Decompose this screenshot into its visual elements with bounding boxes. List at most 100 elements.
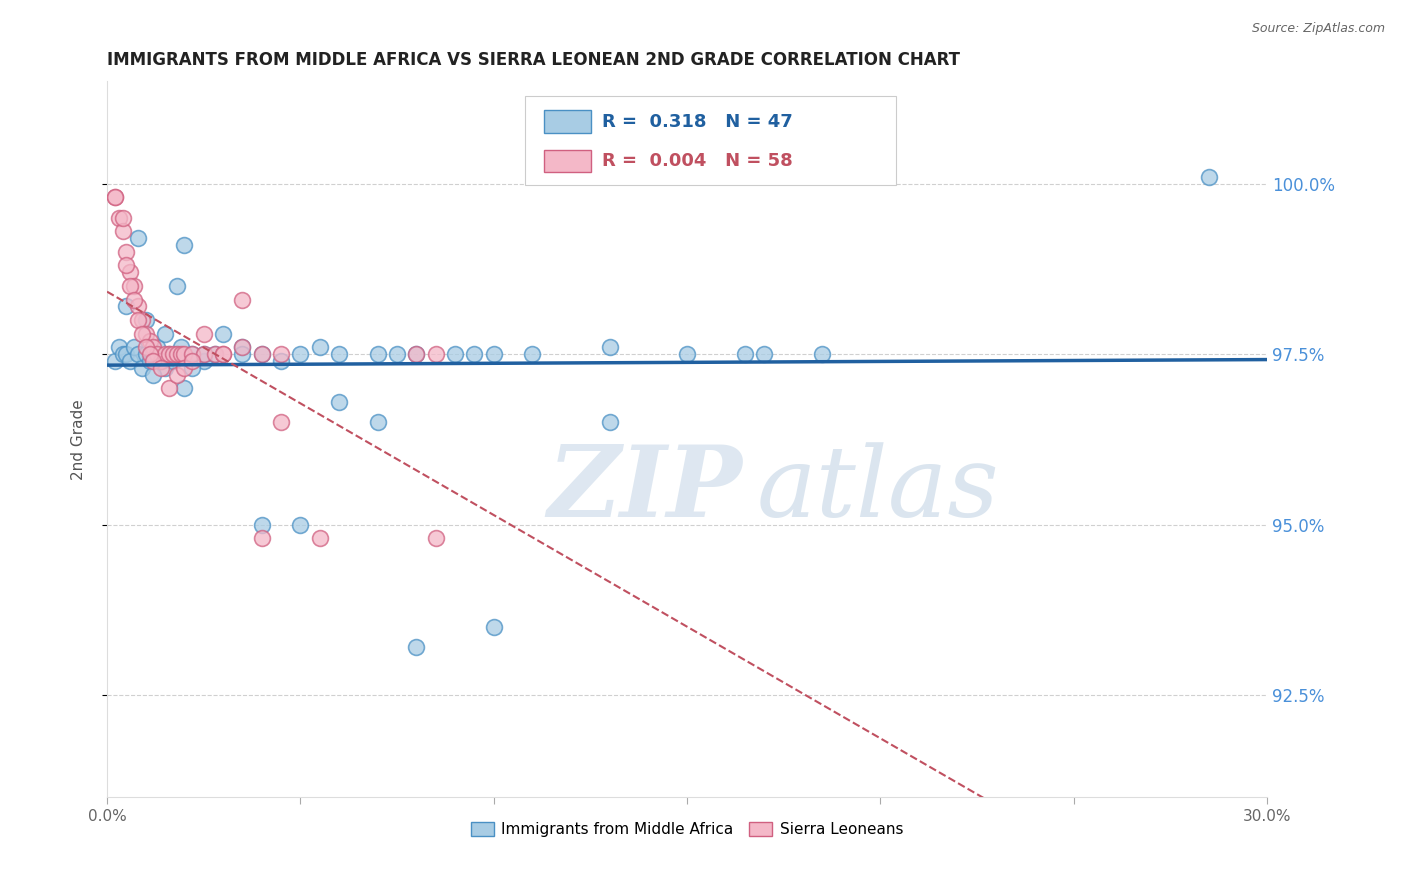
Point	[405, 347, 427, 361]
Point	[308, 340, 330, 354]
Point	[138, 347, 160, 361]
Y-axis label: 2nd Grade: 2nd Grade	[72, 399, 86, 480]
Point	[385, 347, 408, 361]
Point	[122, 340, 145, 354]
Text: R =  0.318   N = 47: R = 0.318 N = 47	[602, 113, 793, 131]
Point	[734, 347, 756, 361]
Point	[425, 531, 447, 545]
Point	[212, 347, 235, 361]
Point	[290, 517, 312, 532]
Point	[173, 347, 195, 361]
Point	[231, 340, 253, 354]
Point	[270, 415, 292, 429]
Point	[212, 347, 235, 361]
Point	[162, 347, 184, 361]
Point	[120, 354, 142, 368]
Point	[115, 300, 138, 314]
Point	[250, 531, 273, 545]
Point	[166, 347, 188, 361]
Point	[104, 190, 127, 204]
Point	[270, 354, 292, 368]
Point	[169, 347, 191, 361]
Point	[231, 347, 253, 361]
Point	[212, 326, 235, 341]
Point	[181, 347, 204, 361]
Point	[111, 224, 134, 238]
Point	[127, 347, 149, 361]
Point	[482, 620, 505, 634]
Point	[135, 313, 157, 327]
Point	[193, 347, 215, 361]
Point	[811, 347, 834, 361]
Point	[367, 415, 389, 429]
Point	[231, 293, 253, 307]
FancyBboxPatch shape	[524, 95, 896, 186]
Point	[328, 347, 350, 361]
Point	[250, 347, 273, 361]
Point	[204, 347, 226, 361]
Point	[250, 347, 273, 361]
Point	[193, 354, 215, 368]
Point	[166, 347, 188, 361]
Point	[676, 347, 699, 361]
Point	[193, 326, 215, 341]
Point	[754, 347, 776, 361]
Point	[367, 347, 389, 361]
Point	[127, 313, 149, 327]
Point	[157, 347, 180, 361]
Point	[127, 231, 149, 245]
Point	[290, 347, 312, 361]
Point	[135, 326, 157, 341]
Text: R =  0.004   N = 58: R = 0.004 N = 58	[602, 152, 793, 170]
Point	[157, 347, 180, 361]
Point	[111, 347, 134, 361]
Point	[231, 340, 253, 354]
Point	[146, 347, 169, 361]
Legend: Immigrants from Middle Africa, Sierra Leoneans: Immigrants from Middle Africa, Sierra Le…	[465, 816, 910, 844]
Point	[162, 354, 184, 368]
Point	[166, 279, 188, 293]
Point	[181, 354, 204, 368]
Point	[153, 326, 176, 341]
Point	[482, 347, 505, 361]
Point	[153, 360, 176, 375]
Point	[146, 340, 169, 354]
Point	[522, 347, 544, 361]
Point	[150, 354, 173, 368]
Point	[308, 531, 330, 545]
Point	[120, 265, 142, 279]
Point	[138, 354, 160, 368]
Point	[153, 347, 176, 361]
Point	[150, 360, 173, 375]
Point	[131, 313, 153, 327]
Point	[1198, 169, 1220, 184]
Point	[142, 347, 165, 361]
Point	[135, 340, 157, 354]
Text: ZIP: ZIP	[548, 442, 742, 538]
Point	[425, 347, 447, 361]
Text: IMMIGRANTS FROM MIDDLE AFRICA VS SIERRA LEONEAN 2ND GRADE CORRELATION CHART: IMMIGRANTS FROM MIDDLE AFRICA VS SIERRA …	[107, 51, 960, 69]
Point	[138, 334, 160, 348]
Point	[135, 347, 157, 361]
Point	[131, 360, 153, 375]
Bar	[544, 111, 591, 133]
Point	[122, 279, 145, 293]
Point	[204, 347, 226, 361]
Point	[111, 211, 134, 225]
Point	[328, 395, 350, 409]
Point	[104, 190, 127, 204]
Point	[115, 347, 138, 361]
Point	[166, 368, 188, 382]
Point	[115, 244, 138, 259]
Point	[173, 360, 195, 375]
Point	[127, 300, 149, 314]
Text: Source: ZipAtlas.com: Source: ZipAtlas.com	[1251, 22, 1385, 36]
Point	[169, 340, 191, 354]
Point	[115, 259, 138, 273]
Point	[181, 347, 204, 361]
Point	[157, 381, 180, 395]
Point	[405, 640, 427, 655]
Point	[122, 293, 145, 307]
Text: atlas: atlas	[756, 442, 1000, 537]
Point	[599, 415, 621, 429]
